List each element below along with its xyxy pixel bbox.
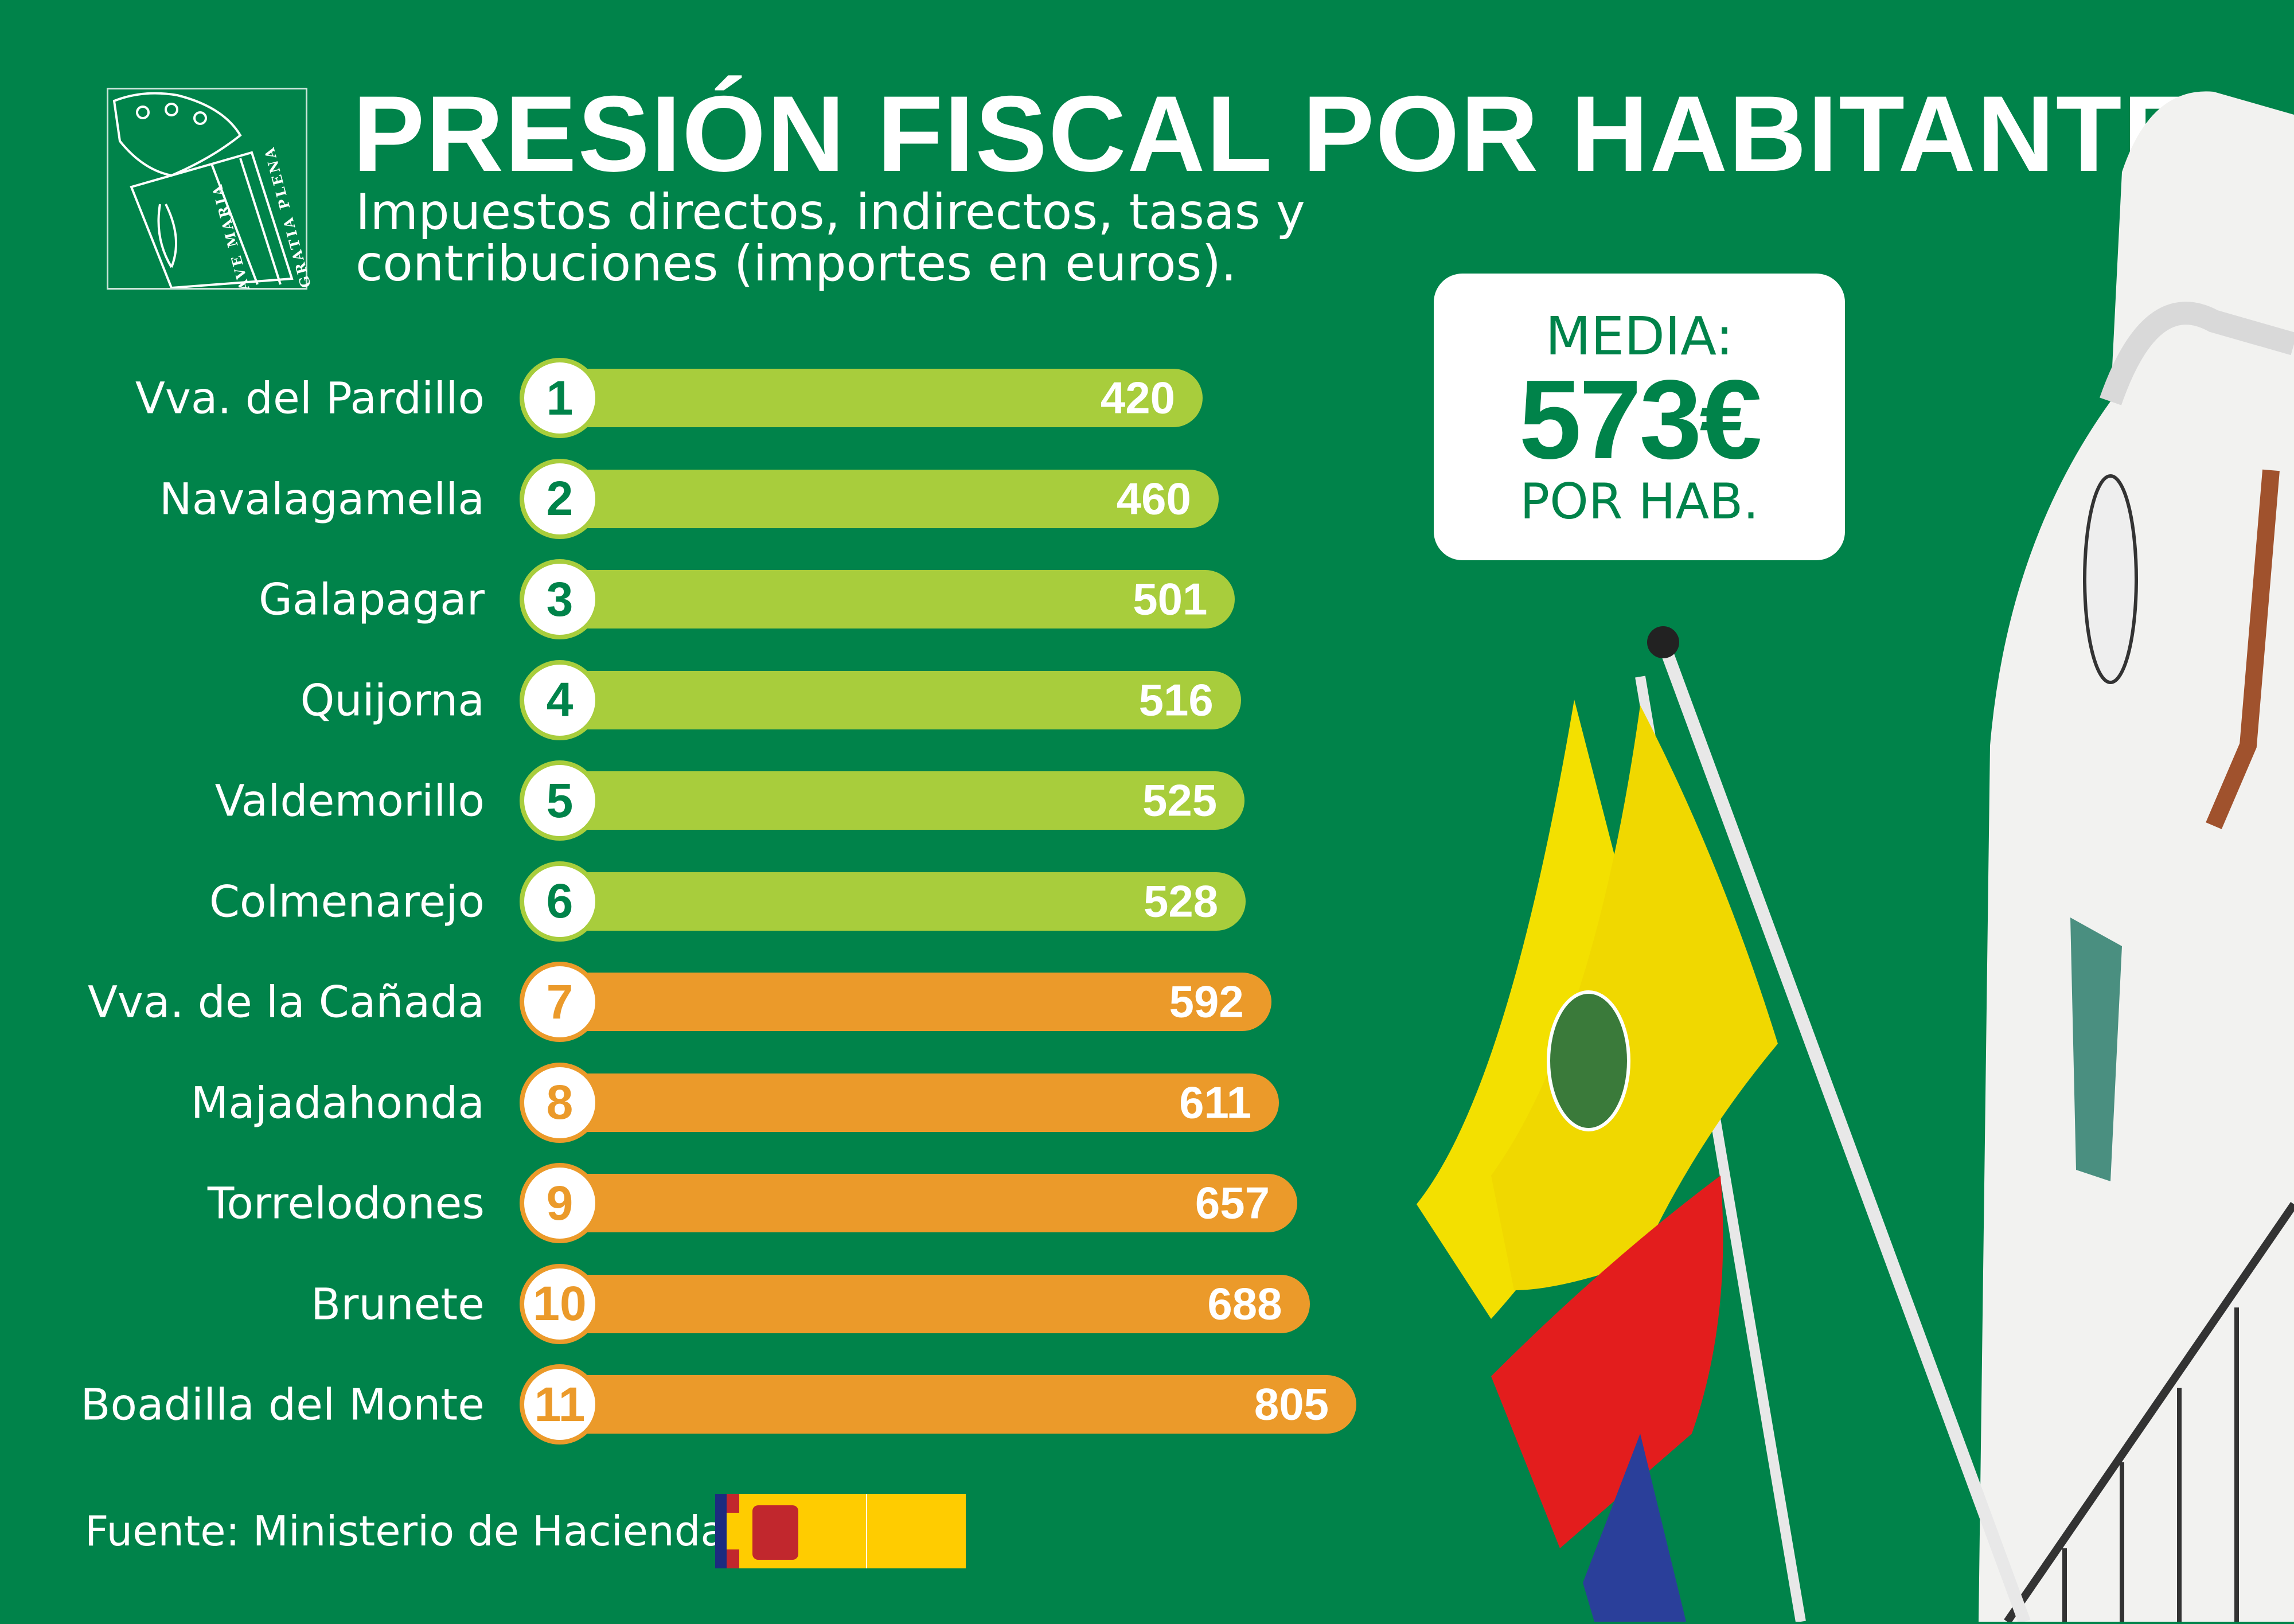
average-label: MEDIA: bbox=[1545, 306, 1734, 367]
rank-badge: 10 bbox=[520, 1263, 600, 1344]
category-label: Vva. del Pardillo bbox=[135, 372, 485, 424]
category-label: Brunete bbox=[310, 1278, 485, 1329]
rank-badge: 2 bbox=[520, 458, 600, 539]
category-label: Valdemorillo bbox=[214, 775, 485, 826]
category-label: Colmenarejo bbox=[209, 876, 485, 927]
bar-value-label: 525 bbox=[1142, 775, 1218, 826]
bar-value-label: 592 bbox=[1169, 976, 1244, 1027]
bar: 420 bbox=[554, 369, 1203, 427]
bar-value-label: 611 bbox=[1179, 1077, 1251, 1127]
rank-badge: 8 bbox=[520, 1062, 600, 1143]
bar-value-label: 516 bbox=[1138, 674, 1214, 725]
town-hall-flags-photo bbox=[1319, 0, 2294, 1624]
bar: 528 bbox=[554, 872, 1246, 931]
source-text: Fuente: Ministerio de Hacienda bbox=[85, 1507, 726, 1555]
category-label: Torrelodones bbox=[207, 1177, 485, 1229]
rank-badge: 3 bbox=[520, 559, 600, 639]
average-box: MEDIA: 573€ POR HAB. bbox=[1434, 274, 1845, 560]
rank-badge: 7 bbox=[520, 962, 600, 1042]
bar: 525 bbox=[554, 771, 1245, 830]
bar: 805 bbox=[554, 1375, 1356, 1434]
bar: 611 bbox=[554, 1073, 1279, 1132]
category-label: Majadahonda bbox=[190, 1077, 485, 1128]
rank-badge: 1 bbox=[520, 358, 600, 438]
bar: 460 bbox=[554, 469, 1219, 528]
page-subtitle: Impuestos directos, indirectos, tasas y … bbox=[356, 184, 1305, 292]
bar: 657 bbox=[554, 1174, 1297, 1232]
bar-value-label: 420 bbox=[1100, 372, 1175, 423]
ministerio-hacienda-logo bbox=[715, 1494, 966, 1568]
bar-value-label: 460 bbox=[1116, 473, 1191, 524]
bar: 516 bbox=[554, 670, 1241, 729]
category-label: Quijorna bbox=[300, 674, 485, 725]
category-label: Vva. de la Cañada bbox=[87, 976, 485, 1028]
page-title: PRESIÓN FISCAL POR HABITANTE bbox=[353, 73, 2196, 194]
rank-badge: 6 bbox=[520, 861, 600, 942]
bar-value-label: 688 bbox=[1207, 1278, 1282, 1329]
average-unit: POR HAB. bbox=[1520, 473, 1759, 530]
bar: 501 bbox=[554, 570, 1235, 628]
rank-badge: 5 bbox=[520, 760, 600, 841]
bar-value-label: 528 bbox=[1144, 876, 1219, 926]
category-label: Navalagamella bbox=[159, 473, 485, 524]
bar: 592 bbox=[554, 973, 1271, 1031]
category-label: Boadilla del Monte bbox=[80, 1379, 485, 1430]
rank-badge: 9 bbox=[520, 1163, 600, 1243]
bar-value-label: 501 bbox=[1133, 573, 1208, 624]
bar-value-label: 657 bbox=[1195, 1177, 1270, 1228]
bar: 688 bbox=[554, 1274, 1310, 1333]
rank-badge: 4 bbox=[520, 659, 600, 740]
average-value: 573€ bbox=[1519, 357, 1762, 482]
municipal-crest-logo: AVE MARIA GRATIA PLENA bbox=[107, 88, 314, 292]
category-label: Galapagar bbox=[258, 573, 485, 625]
bar-value-label: 805 bbox=[1254, 1379, 1329, 1430]
rank-badge: 11 bbox=[520, 1364, 600, 1445]
